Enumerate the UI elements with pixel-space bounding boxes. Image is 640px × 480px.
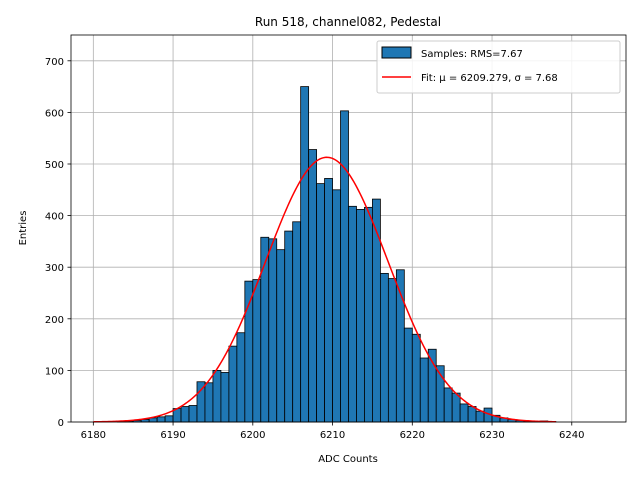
legend-box: [376, 40, 621, 94]
x-tick-label: 6210: [320, 430, 345, 441]
legend-samples-label: Samples: RMS=7.67: [421, 49, 523, 60]
x-tick-label: 6230: [479, 430, 504, 441]
histogram-bar: [188, 405, 198, 423]
plot-frame: [70, 34, 627, 423]
histogram-bar: [212, 369, 222, 423]
x-tick-label: 6180: [81, 430, 106, 441]
histogram-bar: [300, 86, 310, 423]
histogram-bar: [364, 206, 373, 423]
histogram-bar: [443, 387, 453, 423]
histogram-bar: [244, 280, 254, 423]
chart-title: Run 518, channel082, Pedestal: [255, 15, 441, 29]
y-tick-label: 500: [45, 160, 64, 171]
histogram-bar: [451, 392, 461, 423]
y-tick-label: 700: [45, 57, 64, 68]
y-axis-label: Entries: [18, 211, 29, 246]
histogram-bar: [220, 372, 230, 423]
x-tick-label: 6240: [559, 430, 584, 441]
histogram-bar: [411, 333, 421, 423]
histogram-bar: [276, 249, 286, 423]
histogram-bar: [156, 416, 166, 423]
y-tick-label: 400: [45, 212, 64, 223]
histogram-bar: [292, 221, 302, 423]
histogram-bar: [308, 149, 318, 423]
y-tick-label: 300: [45, 263, 64, 274]
histogram-bar: [204, 382, 214, 423]
histogram-bar: [387, 278, 397, 423]
histogram-bar: [427, 348, 437, 423]
y-tick-label: 0: [58, 418, 64, 429]
histogram-bar: [379, 272, 389, 423]
histogram-bar: [268, 238, 278, 423]
histogram-bar: [164, 415, 174, 423]
histogram-bar: [419, 357, 429, 423]
histogram-bar: [475, 410, 485, 423]
histogram-bar: [228, 345, 238, 423]
y-tick-label: 600: [45, 108, 64, 119]
fit-curve: [93, 156, 556, 423]
histogram-bar: [316, 183, 325, 423]
histogram-bar: [252, 279, 262, 423]
histogram-bar: [467, 406, 477, 423]
legend-bar-swatch: [381, 46, 412, 59]
y-tick-label: 100: [45, 366, 64, 377]
x-axis-ticks: 6180 6190 6200 6210 6220 6230 6240: [81, 422, 585, 441]
x-tick-label: 6200: [240, 430, 265, 441]
x-tick-label: 6190: [160, 430, 185, 441]
histogram-bar: [284, 230, 294, 423]
y-axis-ticks: 0 100 200 300 400 500 600 700: [45, 57, 71, 429]
histogram-bar: [324, 178, 333, 423]
histogram-bar: [459, 403, 469, 423]
histogram-bar: [348, 205, 357, 423]
histogram-bar: [332, 189, 341, 423]
x-tick-label: 6220: [400, 430, 425, 441]
histogram-bar: [356, 209, 365, 423]
histogram-bar: [236, 332, 246, 423]
legend-fit-label: Fit: μ = 6209.279, σ = 7.68: [421, 73, 558, 84]
histogram-bars: [116, 86, 557, 423]
x-axis-label: ADC Counts: [318, 454, 378, 465]
histogram-bar: [403, 327, 413, 423]
legend: Samples: RMS=7.67 Fit: μ = 6209.279, σ =…: [376, 40, 621, 94]
histogram-bar: [180, 406, 190, 423]
histogram-bar: [340, 110, 349, 423]
y-tick-label: 200: [45, 315, 64, 326]
